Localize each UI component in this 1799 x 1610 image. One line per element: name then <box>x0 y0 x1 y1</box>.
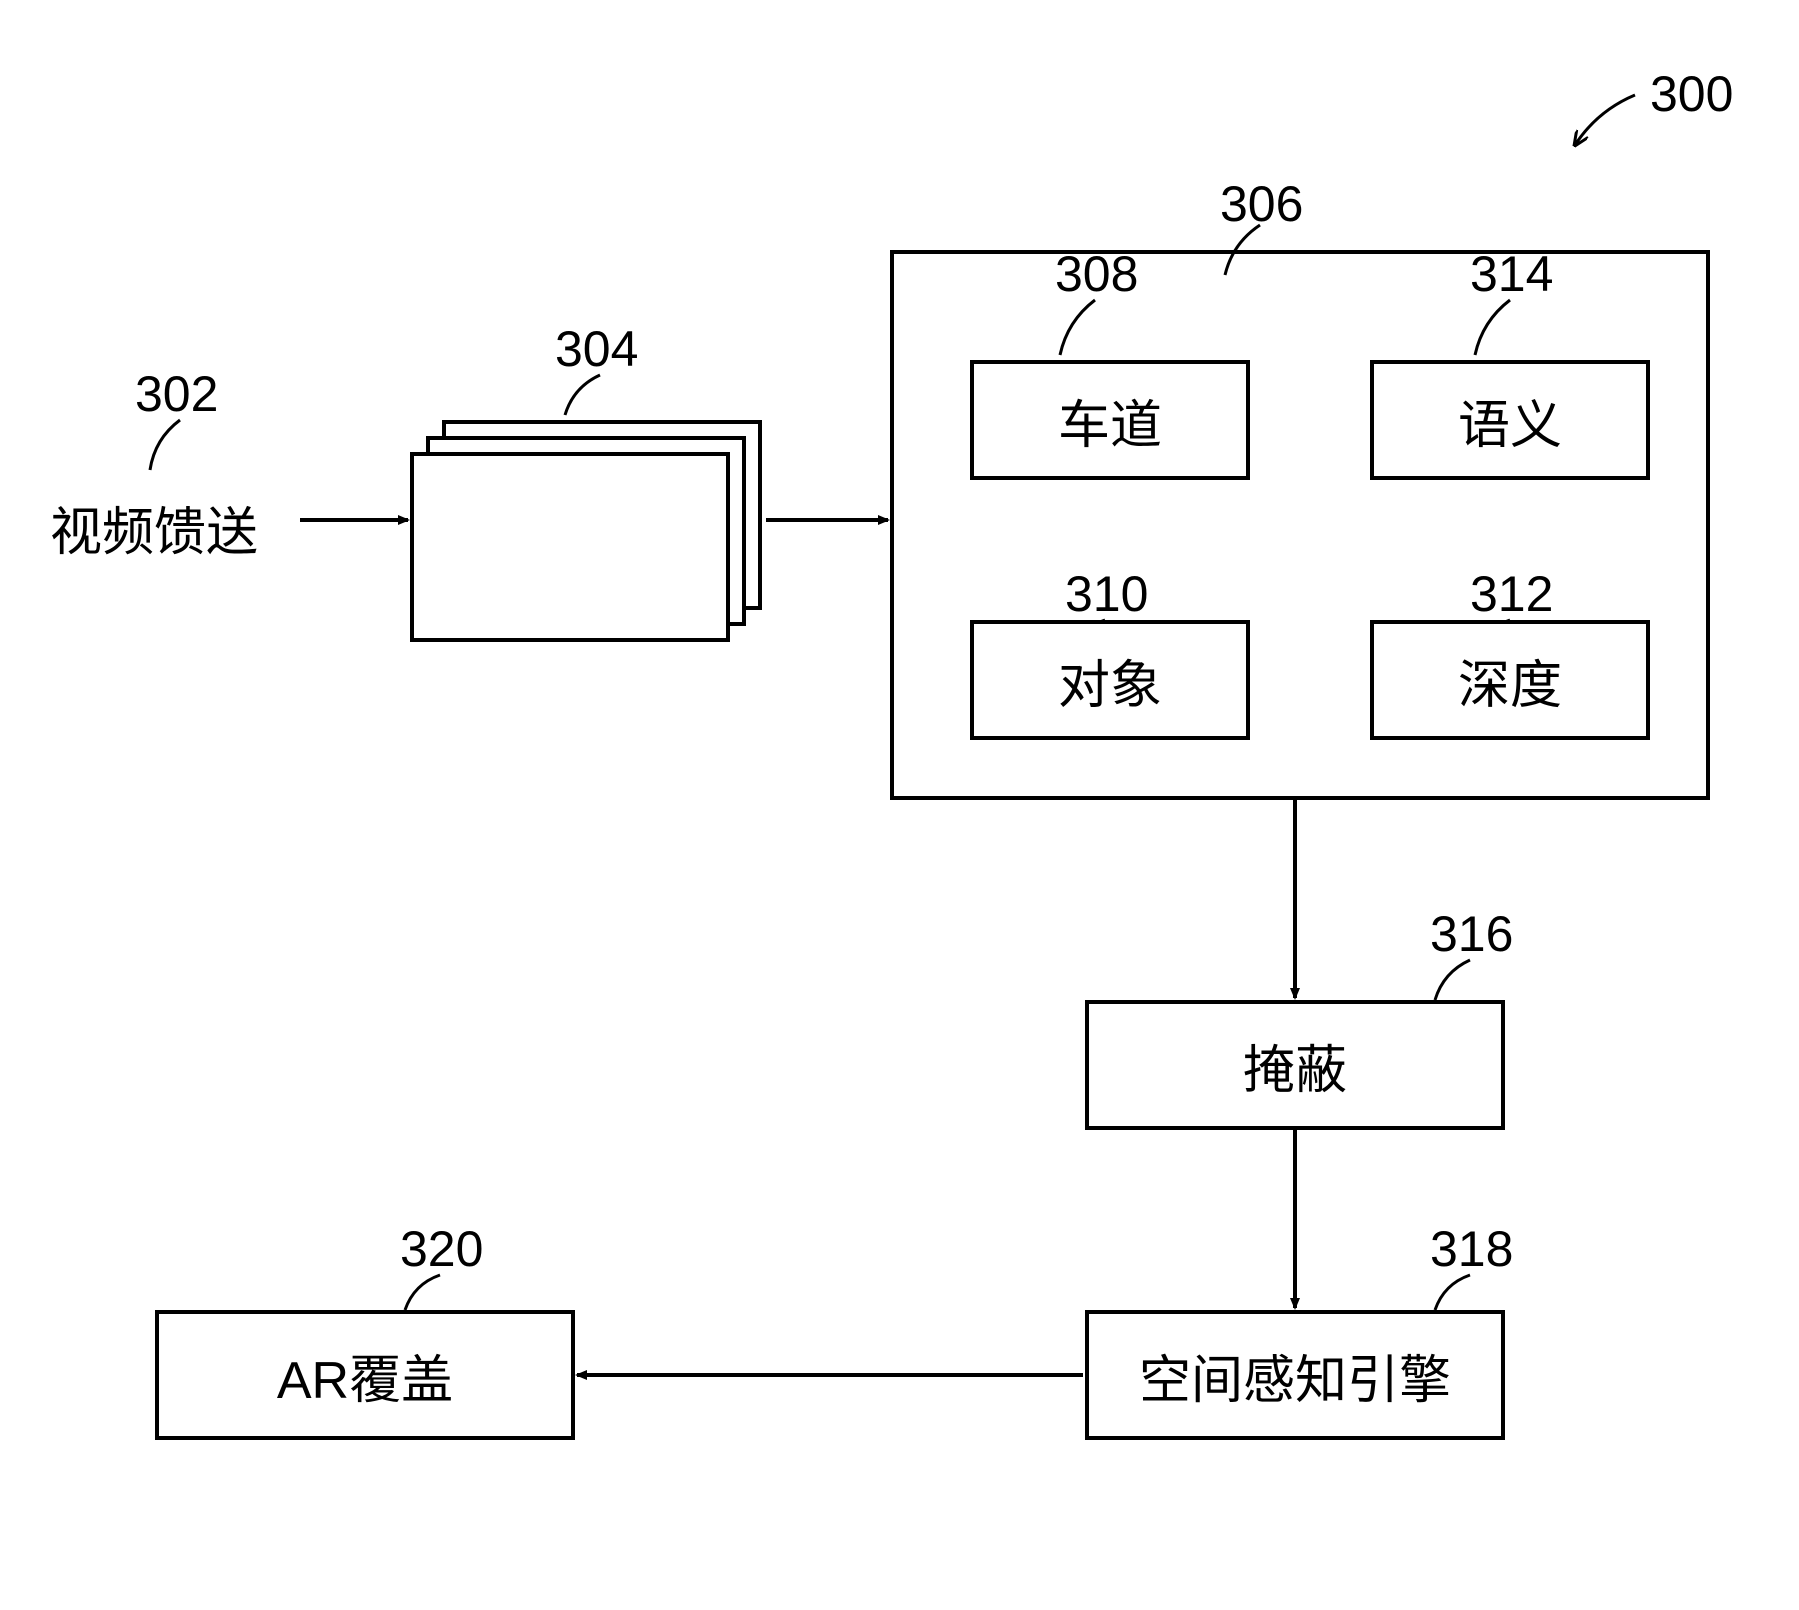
ref-312: 312 <box>1470 565 1553 623</box>
figure-ref-label: 300 <box>1650 65 1733 123</box>
depth-text: 深度 <box>1458 643 1562 718</box>
leader-line <box>150 420 180 470</box>
ref-308: 308 <box>1055 245 1138 303</box>
leader-line <box>565 375 600 415</box>
lane-box: 车道 <box>970 360 1250 480</box>
frames-stack <box>410 420 762 642</box>
mask-box: 掩蔽 <box>1085 1000 1505 1130</box>
ref-302: 302 <box>135 365 218 423</box>
semantic-text: 语义 <box>1458 383 1562 458</box>
lane-text: 车道 <box>1058 383 1162 458</box>
ref-320: 320 <box>400 1220 483 1278</box>
ar-overlay-text: AR覆盖 <box>277 1338 453 1413</box>
object-text: 对象 <box>1058 643 1162 718</box>
depth-box: 深度 <box>1370 620 1650 740</box>
ref-304: 304 <box>555 320 638 378</box>
spatial-engine-box: 空间感知引擎 <box>1085 1310 1505 1440</box>
leader-line <box>1435 1275 1470 1310</box>
video-feed-label: 视频馈送 <box>50 490 258 565</box>
ref-318: 318 <box>1430 1220 1513 1278</box>
mask-text: 掩蔽 <box>1243 1028 1347 1103</box>
ref-316: 316 <box>1430 905 1513 963</box>
leader-line <box>1575 95 1635 145</box>
object-box: 对象 <box>970 620 1250 740</box>
leader-line <box>1435 960 1470 1000</box>
ref-314: 314 <box>1470 245 1553 303</box>
ref-310: 310 <box>1065 565 1148 623</box>
ref-306: 306 <box>1220 175 1303 233</box>
spatial-engine-text: 空间感知引擎 <box>1139 1338 1451 1413</box>
frames-stack-layer <box>410 452 730 642</box>
ar-overlay-box: AR覆盖 <box>155 1310 575 1440</box>
leader-line <box>405 1275 440 1310</box>
semantic-box: 语义 <box>1370 360 1650 480</box>
